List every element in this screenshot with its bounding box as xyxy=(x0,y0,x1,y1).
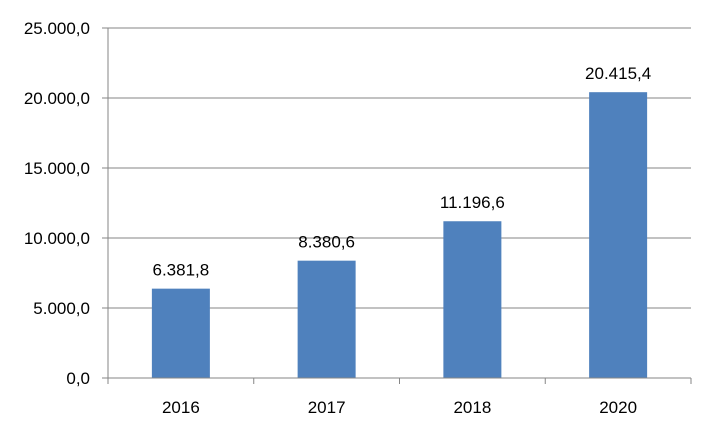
x-tick-label: 2020 xyxy=(599,398,637,417)
axes xyxy=(107,28,691,379)
y-tick-label: 10.000,0 xyxy=(24,229,90,248)
x-tick-label: 2018 xyxy=(453,398,491,417)
y-tick-label: 20.000,0 xyxy=(24,89,90,108)
bar-2020 xyxy=(589,92,648,379)
bar-2018 xyxy=(443,221,502,378)
y-tick-label: 0,0 xyxy=(66,369,90,388)
data-label: 8.380,6 xyxy=(298,233,355,252)
x-tick-label: 2016 xyxy=(162,398,200,417)
y-tick-label: 25.000,0 xyxy=(24,19,90,38)
data-labels: 6.381,8 8.380,6 11.196,6 20.415,4 xyxy=(153,64,652,279)
data-label: 20.415,4 xyxy=(585,64,651,83)
bar-2017 xyxy=(297,260,356,378)
y-tick-label: 5.000,0 xyxy=(33,299,90,318)
x-tick-labels: 2016 2017 2018 2020 xyxy=(162,398,637,417)
bars xyxy=(151,92,648,379)
y-tick-labels: 0,0 5.000,0 10.000,0 15.000,0 20.000,0 25.000… xyxy=(24,19,90,388)
data-label: 11.196,6 xyxy=(440,193,505,212)
x-tick-label: 2017 xyxy=(308,398,346,417)
data-label: 6.381,8 xyxy=(153,261,210,280)
y-tick-label: 15.000,0 xyxy=(24,159,90,178)
bar-2016 xyxy=(151,288,210,378)
